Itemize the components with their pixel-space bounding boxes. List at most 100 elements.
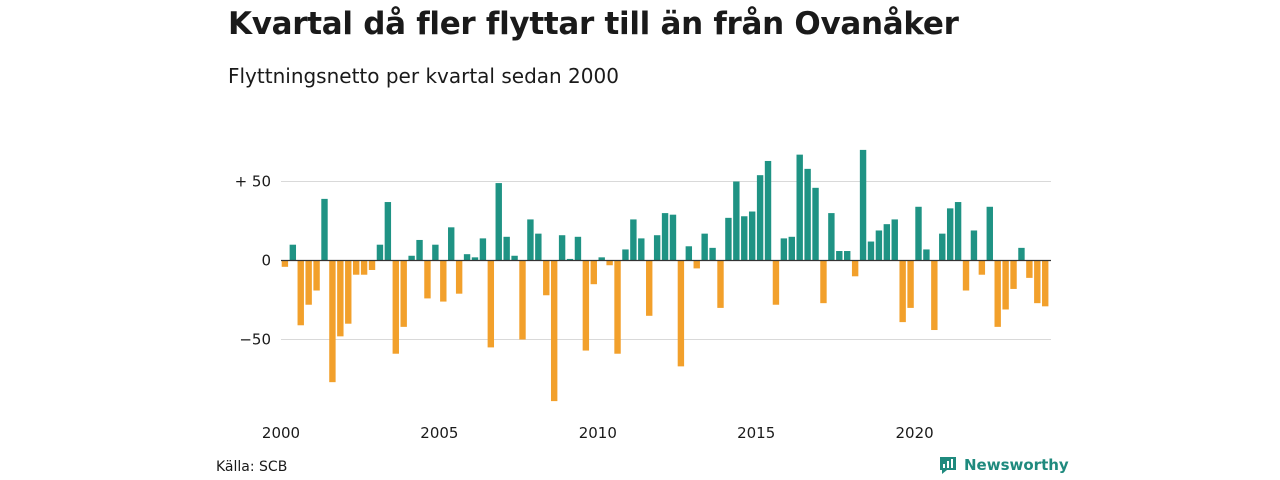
bar bbox=[337, 260, 344, 337]
y-tick-label: 0 bbox=[261, 252, 271, 270]
bar bbox=[550, 260, 558, 402]
bar bbox=[503, 236, 510, 261]
y-tick-label: −50 bbox=[239, 331, 271, 349]
bar bbox=[661, 213, 669, 261]
bar bbox=[756, 175, 764, 261]
bar bbox=[772, 260, 780, 305]
bar bbox=[495, 183, 502, 261]
bar bbox=[598, 257, 605, 261]
bar bbox=[867, 241, 875, 261]
bar bbox=[748, 211, 756, 261]
bar bbox=[907, 260, 914, 308]
bar bbox=[352, 260, 360, 275]
bar bbox=[543, 260, 550, 296]
bar bbox=[709, 247, 716, 261]
bar bbox=[360, 260, 368, 275]
bar bbox=[630, 219, 637, 261]
bar bbox=[733, 181, 740, 261]
bar bbox=[717, 260, 724, 308]
bar bbox=[804, 168, 811, 261]
bar bbox=[519, 260, 526, 340]
bar bbox=[899, 260, 906, 323]
y-tick-label: + 50 bbox=[235, 173, 271, 191]
bar bbox=[416, 239, 423, 261]
x-axis-labels: 2000 2005 2010 2015 2020 bbox=[262, 424, 934, 442]
bar bbox=[384, 202, 392, 261]
bar bbox=[725, 217, 732, 261]
bar bbox=[448, 227, 455, 261]
brand-logo: Newsworthy bbox=[938, 455, 1069, 475]
bar bbox=[487, 260, 495, 348]
bar bbox=[788, 236, 795, 261]
bar bbox=[701, 233, 708, 261]
bar bbox=[590, 260, 597, 285]
bar bbox=[511, 255, 518, 261]
bar bbox=[780, 238, 788, 261]
bar bbox=[693, 260, 700, 269]
bar bbox=[646, 260, 653, 316]
bar bbox=[685, 246, 693, 261]
bar bbox=[574, 236, 582, 261]
bar bbox=[844, 251, 851, 261]
bar bbox=[463, 254, 471, 261]
bar bbox=[297, 260, 304, 326]
bar bbox=[836, 251, 843, 261]
bar bbox=[289, 244, 297, 261]
bar bbox=[939, 233, 946, 261]
bar bbox=[978, 260, 986, 275]
bar bbox=[440, 260, 447, 302]
x-tick-label: 2005 bbox=[420, 424, 458, 442]
bar bbox=[828, 213, 835, 261]
bar bbox=[677, 260, 685, 367]
bar bbox=[653, 235, 661, 261]
bar bbox=[424, 260, 431, 299]
bar bbox=[915, 206, 922, 261]
y-axis-labels: + 50 0 −50 bbox=[235, 173, 271, 349]
bar bbox=[741, 216, 748, 261]
bar bbox=[582, 260, 590, 351]
bar bbox=[1034, 260, 1041, 304]
bar bbox=[875, 230, 883, 261]
chart-title: Kvartal då fler flyttar till än från Ova… bbox=[228, 6, 959, 42]
bar bbox=[614, 260, 621, 354]
bar bbox=[820, 260, 827, 304]
bar bbox=[962, 260, 970, 291]
bar bbox=[946, 208, 954, 261]
bar bbox=[994, 260, 1001, 327]
bar bbox=[986, 206, 993, 261]
bar bbox=[527, 219, 534, 261]
bar bbox=[859, 149, 867, 261]
bar bbox=[1026, 260, 1033, 278]
x-tick-label: 2010 bbox=[579, 424, 617, 442]
bar bbox=[1002, 260, 1009, 310]
bar bbox=[281, 260, 289, 267]
bar bbox=[606, 260, 613, 266]
bar bbox=[432, 244, 439, 261]
brand-name: Newsworthy bbox=[964, 456, 1069, 474]
bar bbox=[796, 154, 803, 261]
bar bbox=[392, 260, 399, 354]
bar bbox=[455, 260, 463, 294]
bar bbox=[329, 260, 336, 383]
bar bbox=[345, 260, 352, 324]
bar bbox=[368, 260, 376, 270]
bar bbox=[1018, 247, 1025, 261]
x-tick-label: 2020 bbox=[896, 424, 934, 442]
bar bbox=[669, 214, 677, 261]
bar bbox=[931, 260, 938, 331]
bar bbox=[970, 230, 978, 261]
bar bbox=[1042, 260, 1049, 307]
bar bbox=[622, 249, 629, 261]
bar bbox=[313, 260, 320, 291]
gridlines bbox=[281, 181, 1051, 340]
bar bbox=[891, 219, 898, 261]
bar bbox=[471, 257, 479, 261]
bar bbox=[812, 187, 819, 261]
x-tick-label: 2015 bbox=[737, 424, 775, 442]
source-note: Källa: SCB bbox=[216, 459, 288, 475]
bar bbox=[376, 244, 384, 261]
bars bbox=[281, 149, 1049, 402]
bar bbox=[566, 258, 574, 261]
bar bbox=[851, 260, 859, 277]
